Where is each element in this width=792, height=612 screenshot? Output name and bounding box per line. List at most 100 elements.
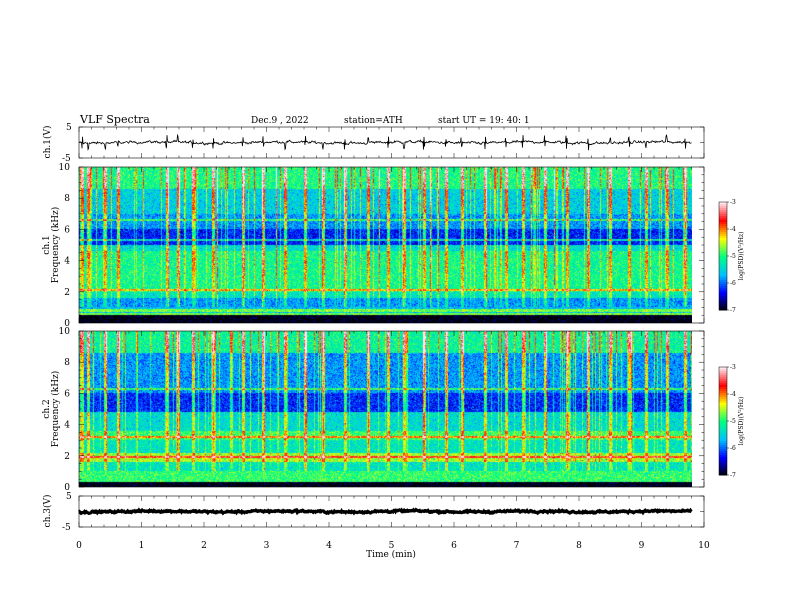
colorbar-swatch xyxy=(719,433,727,436)
figure-start-time: start UT = 19: 40: 1 xyxy=(438,116,530,126)
colorbar-tick-label: -7 xyxy=(730,472,736,479)
colorbar-swatch xyxy=(719,274,727,277)
colorbar-swatch xyxy=(719,214,727,217)
colorbar-swatch xyxy=(719,385,727,388)
colorbar-swatch xyxy=(719,443,727,446)
colorbar-swatch xyxy=(719,294,727,297)
ch2-colorbar: -3 -4 -5 -6 -7 log(PSD)(V²/Hz) xyxy=(718,364,745,479)
colorbar-swatch xyxy=(719,423,727,426)
colorbar-swatch xyxy=(719,272,727,275)
colorbar-swatch xyxy=(719,254,727,257)
ch1-waveform-ticks xyxy=(78,126,705,159)
colorbar-swatch xyxy=(719,457,727,460)
ch2-spectrogram-ticks xyxy=(78,330,705,488)
colorbar-swatch xyxy=(719,252,727,255)
colorbar-swatch xyxy=(719,288,727,291)
ch1-ytick-top: 5 xyxy=(66,123,72,133)
colorbar-tick-label: -3 xyxy=(730,364,736,371)
colorbar-swatch xyxy=(719,461,727,464)
ch2-spectrogram-image xyxy=(79,331,692,487)
frequency-tick-label: 4 xyxy=(64,257,70,267)
colorbar-swatch xyxy=(719,202,727,205)
colorbar-swatch xyxy=(719,411,727,414)
ch2-spectrogram-ytick-labels: 0 2 4 6 8 10 xyxy=(59,327,71,493)
colorbar-swatch xyxy=(719,290,727,293)
colorbar-swatch xyxy=(719,467,727,470)
colorbar-swatch xyxy=(719,415,727,418)
colorbar-swatch xyxy=(719,242,727,245)
colorbar-swatch xyxy=(719,447,727,450)
frequency-tick-label: 8 xyxy=(64,358,70,368)
time-tick-label: 10 xyxy=(698,541,710,551)
colorbar-swatch xyxy=(719,405,727,408)
ch1-spectrogram-panel: 0 2 4 6 8 10 ch.1 Frequency (kHz) -3 -4 -5 -6 -7 l… xyxy=(42,163,745,329)
colorbar-swatch xyxy=(719,407,727,410)
time-tick-label: 7 xyxy=(514,541,520,551)
colorbar-swatch xyxy=(719,391,727,394)
colorbar-swatch xyxy=(719,236,727,239)
colorbar-swatch xyxy=(719,387,727,390)
frequency-tick-label: 6 xyxy=(64,389,70,399)
colorbar-swatch xyxy=(719,286,727,289)
colorbar-swatch xyxy=(719,367,727,370)
colorbar-swatch xyxy=(719,399,727,402)
colorbar-swatch xyxy=(719,308,727,311)
colorbar-swatch xyxy=(719,427,727,430)
colorbar-tick-label: -6 xyxy=(730,280,736,287)
colorbar-swatch xyxy=(719,435,727,438)
colorbar-swatch xyxy=(719,260,727,263)
colorbar-swatch xyxy=(719,302,727,305)
frequency-tick-label: 10 xyxy=(59,163,71,173)
colorbar-swatch xyxy=(719,244,727,247)
colorbar-swatch xyxy=(719,218,727,221)
time-tick-label: 3 xyxy=(264,541,270,551)
colorbar-swatch xyxy=(719,224,727,227)
ch2-spectrogram-ylabel-frequency: Frequency (kHz) xyxy=(50,371,61,448)
colorbar-swatch xyxy=(719,220,727,223)
colorbar-swatch xyxy=(719,284,727,287)
colorbar-swatch xyxy=(719,369,727,372)
colorbar-label: log(PSD)(V²/Hz) xyxy=(738,397,745,446)
colorbar-tick-label: -4 xyxy=(730,391,736,398)
colorbar-swatch xyxy=(719,204,727,207)
colorbar-swatch xyxy=(719,258,727,261)
time-axis-label: Time (min) xyxy=(366,549,416,560)
colorbar-swatch xyxy=(719,240,727,243)
colorbar-swatch xyxy=(719,300,727,303)
ch1-spectrogram-ylabel-channel: ch.1 xyxy=(42,235,52,254)
colorbar-swatch xyxy=(719,304,727,307)
time-tick-label: 4 xyxy=(326,541,332,551)
ch1-ytick-bottom: -5 xyxy=(62,154,71,164)
colorbar-swatch xyxy=(719,268,727,271)
colorbar-swatch xyxy=(719,401,727,404)
frequency-tick-label: 10 xyxy=(59,327,71,337)
ch1-spectrogram-ytick-labels: 0 2 4 6 8 10 xyxy=(59,163,71,329)
colorbar-swatch xyxy=(719,459,727,462)
colorbar-swatch xyxy=(719,431,727,434)
colorbar-swatch xyxy=(719,208,727,211)
frequency-tick-label: 8 xyxy=(64,194,70,204)
colorbar-swatch xyxy=(719,282,727,285)
colorbar-swatch xyxy=(719,206,727,209)
time-tick-label: 8 xyxy=(576,541,582,551)
colorbar-swatch xyxy=(719,397,727,400)
ch3-ytick-bottom: -5 xyxy=(62,523,71,533)
colorbar-swatch xyxy=(719,270,727,273)
colorbar-swatch xyxy=(719,463,727,466)
time-tick-label: 5 xyxy=(389,541,395,551)
colorbar-swatch xyxy=(719,393,727,396)
time-tick-label: 6 xyxy=(451,541,457,551)
colorbar-swatch xyxy=(719,226,727,229)
colorbar-swatch xyxy=(719,276,727,279)
colorbar-swatch xyxy=(719,395,727,398)
colorbar-swatch xyxy=(719,278,727,281)
ch2-spectrogram-panel: 0 2 4 6 8 10 ch.2 Frequency (kHz) -3 -4 -5 -6 -7 l… xyxy=(42,327,745,493)
ch3-waveform-panel: 5 -5 ch.3(V) xyxy=(42,492,705,533)
frequency-tick-label: 6 xyxy=(64,225,70,235)
time-axis: 0 1 2 3 4 5 6 7 8 9 10 xyxy=(76,541,710,551)
colorbar-swatch xyxy=(719,437,727,440)
colorbar-swatch xyxy=(719,373,727,376)
figure-title: VLF Spectra xyxy=(79,113,150,126)
ch1-spectrogram-ylabel-frequency: Frequency (kHz) xyxy=(50,207,61,284)
colorbar-swatch xyxy=(719,238,727,241)
